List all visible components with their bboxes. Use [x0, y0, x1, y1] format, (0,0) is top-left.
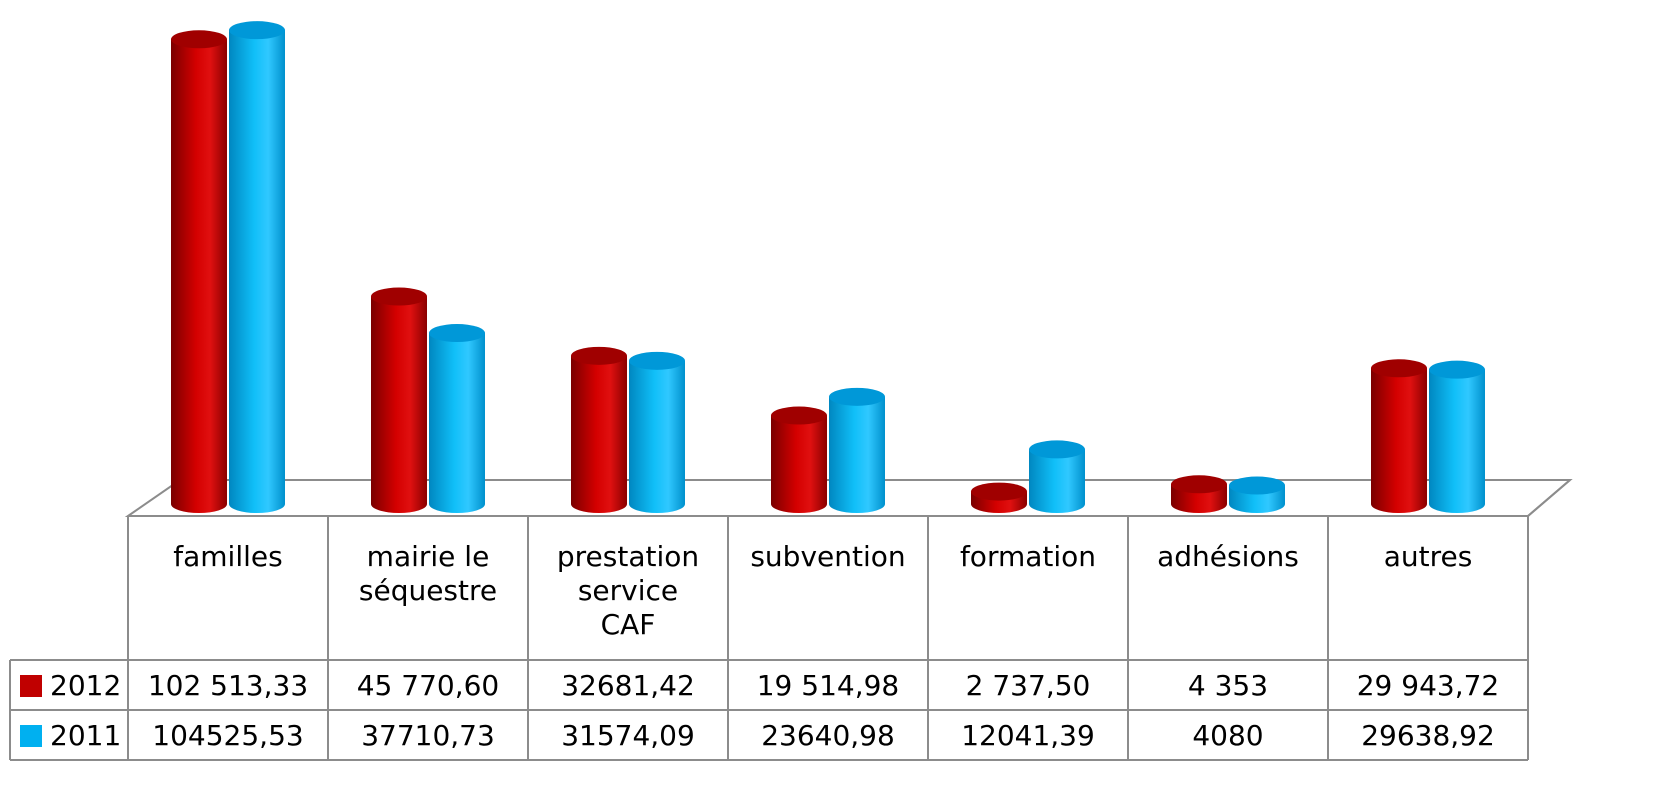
- bar-cap-2011-0: [229, 21, 285, 40]
- bar-cap-2011-2: [629, 351, 685, 370]
- bar-cap-2012-2: [571, 346, 627, 365]
- category-label-line: service: [578, 574, 678, 607]
- data-label-2011-3: 23640,98: [761, 719, 895, 752]
- bar-cap-2011-3: [829, 387, 885, 406]
- bar-cap-2012-4: [971, 482, 1027, 501]
- bar-body-2012-2: [571, 355, 627, 513]
- bar-cap-2012-1: [371, 287, 427, 306]
- category-label: autres: [1384, 540, 1473, 573]
- bar-cap-2011-5: [1229, 476, 1285, 495]
- bar-cap-2011-1: [429, 324, 485, 343]
- category-label: formation: [960, 540, 1096, 573]
- bar-2012-5: [1171, 475, 1227, 513]
- category-label-line: mairie le: [367, 540, 490, 573]
- category-label-line: prestation: [557, 540, 699, 573]
- bar-cap-2012-3: [771, 406, 827, 425]
- bar-body-2011-0: [229, 30, 285, 513]
- category-label: familles: [173, 540, 282, 573]
- bar-cap-2012-6: [1371, 359, 1427, 378]
- data-table: familles mairie le séquestre prestation serv…: [9, 515, 1529, 761]
- data-label-2011-1: 37710,73: [361, 719, 495, 752]
- category-label-line: séquestre: [359, 574, 497, 607]
- bar-2012-6: [1371, 359, 1427, 513]
- bar-cap-2011-4: [1029, 440, 1085, 459]
- data-label-2012-6: 29 943,72: [1357, 669, 1500, 702]
- legend-label-2011: 2011: [50, 719, 121, 752]
- category-label: mairie le séquestre: [359, 540, 497, 607]
- data-label-2011-4: 12041,39: [961, 719, 1095, 752]
- legend-swatch-2012: [20, 675, 42, 697]
- data-label-2012-4: 2 737,50: [966, 669, 1091, 702]
- category-label-line: autres: [1384, 540, 1473, 573]
- data-label-2012-0: 102 513,33: [148, 669, 308, 702]
- data-label-2012-5: 4 353: [1188, 669, 1268, 702]
- legend-label-2012: 2012: [50, 669, 121, 702]
- data-label-2012-2: 32681,42: [561, 669, 695, 702]
- bar-2012-0: [171, 30, 227, 514]
- bar-2012-4: [971, 482, 1027, 513]
- category-label-line: adhésions: [1157, 540, 1299, 573]
- bar-series-group: [171, 21, 1485, 514]
- bar-body-2011-4: [1029, 449, 1085, 513]
- bar-body-2011-6: [1429, 369, 1485, 513]
- bar-body-2012-0: [171, 39, 227, 514]
- bar-2011-2: [629, 351, 685, 513]
- bar-body-2011-3: [829, 396, 885, 513]
- data-label-2011-6: 29638,92: [1361, 719, 1495, 752]
- data-label-2011-2: 31574,09: [561, 719, 695, 752]
- floor-edge: [1527, 479, 1571, 517]
- category-label-line: formation: [960, 540, 1096, 573]
- bar-cap-2012-5: [1171, 475, 1227, 494]
- bar-2011-0: [229, 21, 285, 513]
- bar-2011-6: [1429, 360, 1485, 513]
- bar-cap-2012-0: [171, 30, 227, 49]
- bar-2012-3: [771, 406, 827, 513]
- bar-body-2012-1: [371, 296, 427, 513]
- category-label: adhésions: [1157, 540, 1299, 573]
- bar-2011-5: [1229, 476, 1285, 513]
- data-label-2012-3: 19 514,98: [757, 669, 900, 702]
- bar-body-2011-2: [629, 360, 685, 513]
- bar-2011-4: [1029, 440, 1085, 513]
- bar-cap-2011-6: [1429, 360, 1485, 379]
- category-label-line: subvention: [750, 540, 905, 573]
- bar-2012-1: [371, 287, 427, 513]
- bar-body-2012-3: [771, 415, 827, 513]
- category-label: prestation service CAF: [557, 540, 699, 641]
- category-label-line: CAF: [601, 608, 656, 641]
- data-label-2011-5: 4080: [1192, 719, 1263, 752]
- category-label: subvention: [750, 540, 905, 573]
- bar-2011-1: [429, 324, 485, 513]
- bar-2012-2: [571, 346, 627, 513]
- bar-body-2012-6: [1371, 368, 1427, 513]
- data-label-2012-1: 45 770,60: [357, 669, 500, 702]
- legend-swatch-2011: [20, 725, 42, 747]
- category-label-line: familles: [173, 540, 282, 573]
- data-label-2011-0: 104525,53: [152, 719, 303, 752]
- bar-body-2011-1: [429, 333, 485, 513]
- bar-2011-3: [829, 387, 885, 513]
